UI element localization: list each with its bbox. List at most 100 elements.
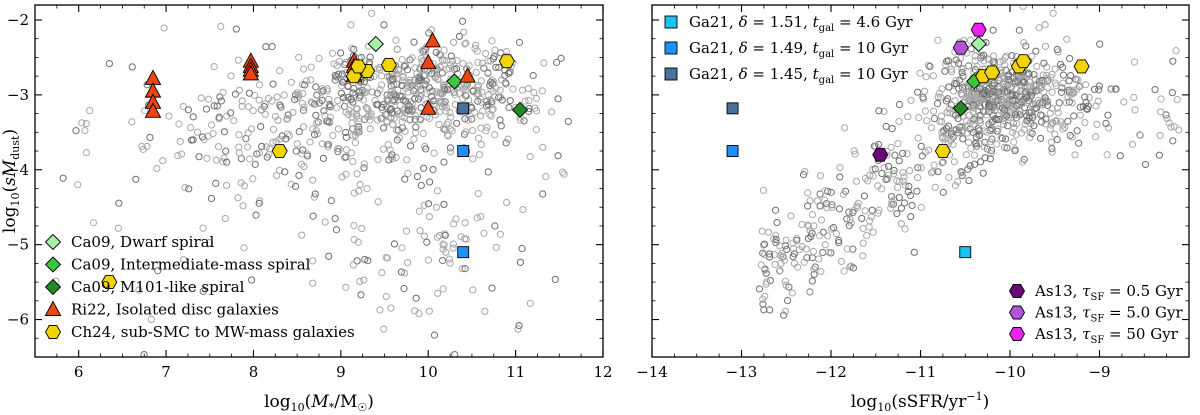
background-point xyxy=(356,180,364,189)
background-point xyxy=(962,151,970,159)
background-point xyxy=(374,116,382,124)
background-point xyxy=(74,181,82,189)
background-point xyxy=(312,83,320,91)
background-point xyxy=(1023,117,1031,125)
background-point xyxy=(950,158,958,166)
background-point xyxy=(759,300,767,308)
background-point xyxy=(402,227,411,235)
background-point xyxy=(355,187,363,195)
background-point xyxy=(552,58,561,66)
right-x-axis-label: log10(sSFR/yr−1) xyxy=(851,390,989,414)
background-point xyxy=(1040,77,1048,86)
background-point xyxy=(363,84,371,92)
x-tick-label: −10 xyxy=(994,363,1026,381)
background-point xyxy=(1048,148,1056,156)
background-point xyxy=(557,54,565,62)
background-point xyxy=(261,110,269,118)
background-point xyxy=(147,315,155,323)
background-point xyxy=(980,89,988,98)
background-point xyxy=(1073,85,1081,94)
background-point xyxy=(434,289,442,297)
background-point xyxy=(284,114,292,123)
background-point xyxy=(480,64,488,72)
background-point xyxy=(440,102,448,110)
background-point xyxy=(327,197,335,205)
background-point xyxy=(929,72,937,80)
background-point xyxy=(462,92,471,100)
background-point xyxy=(275,166,284,175)
background-point xyxy=(478,59,486,67)
background-point xyxy=(177,150,186,158)
background-point xyxy=(1051,65,1059,73)
background-point xyxy=(174,151,182,160)
background-point xyxy=(415,310,423,318)
background-point xyxy=(789,245,798,253)
background-point xyxy=(249,107,257,115)
background-point xyxy=(82,148,91,157)
background-point xyxy=(1053,45,1061,54)
left-legend: Ca09, Dwarf spiral Ca09, Intermediate-mas… xyxy=(44,233,355,341)
triangle-marker-ri22-isolated-disc-galaxies xyxy=(419,99,437,115)
background-point xyxy=(427,26,436,34)
background-point xyxy=(255,149,263,157)
legend-diamond-swatch xyxy=(44,278,62,296)
background-point xyxy=(432,48,440,56)
background-point xyxy=(817,216,826,224)
background-point xyxy=(1173,96,1181,104)
background-point xyxy=(389,75,397,83)
background-point xyxy=(450,62,458,70)
background-point xyxy=(965,176,973,185)
background-point xyxy=(244,103,252,111)
background-point xyxy=(238,97,246,105)
background-point xyxy=(376,306,384,314)
background-point xyxy=(491,131,499,139)
background-point xyxy=(477,140,485,149)
background-point xyxy=(397,268,406,276)
background-point xyxy=(897,204,906,212)
background-point xyxy=(1033,104,1041,112)
background-point xyxy=(951,97,959,105)
background-point xyxy=(231,90,240,98)
x-tick-label: −12 xyxy=(815,363,847,381)
background-point xyxy=(887,204,895,212)
background-point xyxy=(160,24,168,32)
background-point xyxy=(1020,78,1029,87)
background-point xyxy=(219,158,227,166)
background-point xyxy=(1047,138,1055,146)
background-point xyxy=(439,245,447,253)
background-point xyxy=(761,266,769,274)
background-point xyxy=(477,77,486,85)
background-point xyxy=(1015,26,1023,34)
background-point xyxy=(488,37,496,45)
diamond-marker-ca09-right- xyxy=(970,35,987,53)
background-point xyxy=(775,241,784,250)
y-tick-label: −5 xyxy=(7,236,29,254)
background-point xyxy=(232,25,240,33)
background-point xyxy=(1000,106,1009,114)
background-point xyxy=(893,209,901,218)
background-point xyxy=(1064,117,1072,125)
background-point xyxy=(366,53,374,61)
background-point xyxy=(356,277,364,286)
background-point xyxy=(281,168,289,176)
background-point xyxy=(930,161,938,169)
background-point xyxy=(1030,122,1038,130)
background-point xyxy=(878,185,886,193)
background-point xyxy=(469,87,477,95)
background-point xyxy=(455,32,464,41)
background-point xyxy=(966,162,974,170)
background-point xyxy=(398,112,406,120)
background-point xyxy=(412,294,420,302)
background-point xyxy=(1167,123,1175,131)
background-point xyxy=(1028,129,1036,138)
triangle-marker-ri22-isolated-disc-galaxies xyxy=(242,64,260,81)
background-point xyxy=(882,175,890,184)
background-point xyxy=(880,107,888,116)
background-point xyxy=(334,125,342,133)
background-point xyxy=(210,102,218,110)
background-point xyxy=(384,254,392,262)
background-point xyxy=(783,296,792,305)
background-point xyxy=(757,261,765,269)
background-point xyxy=(394,126,402,134)
background-point xyxy=(257,122,265,131)
